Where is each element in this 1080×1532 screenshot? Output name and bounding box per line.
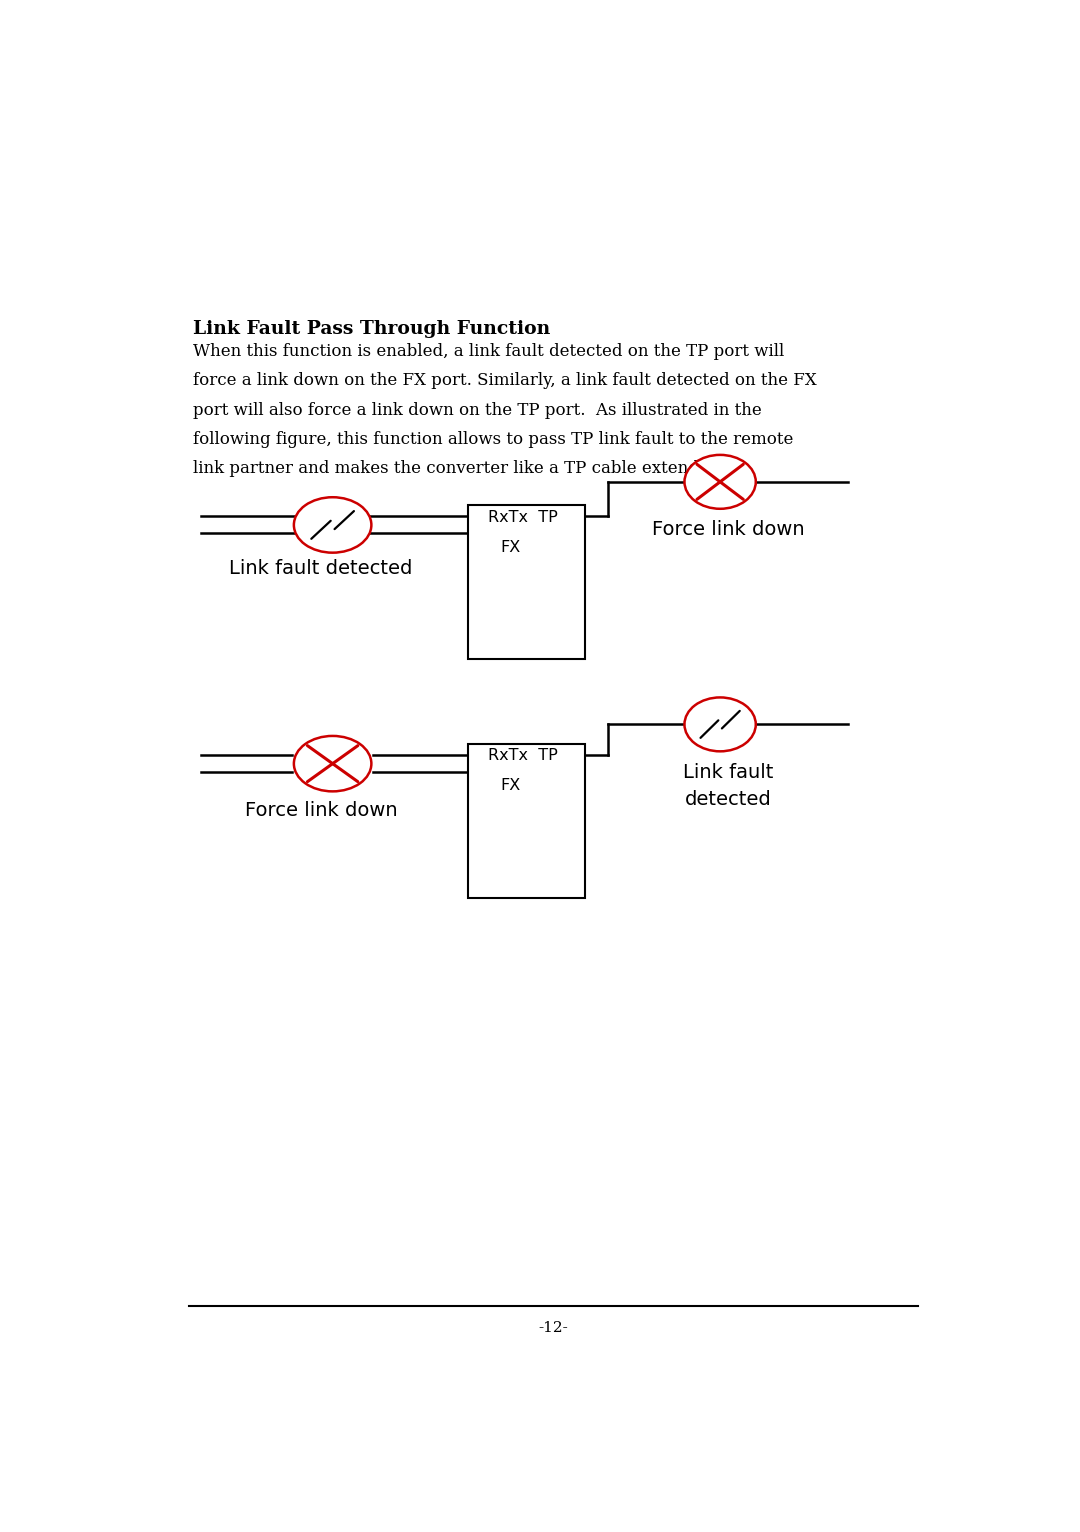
- Bar: [469, 743, 584, 898]
- Text: detected: detected: [685, 791, 771, 809]
- Text: force a link down on the FX port. Similarly, a link fault detected on the FX: force a link down on the FX port. Simila…: [193, 372, 816, 389]
- Text: FX: FX: [501, 778, 521, 794]
- Ellipse shape: [685, 697, 756, 751]
- Text: Link Fault Pass Through Function: Link Fault Pass Through Function: [193, 320, 551, 339]
- Text: RxTx  TP: RxTx TP: [488, 510, 557, 524]
- Text: When this function is enabled, a link fault detected on the TP port will: When this function is enabled, a link fa…: [193, 343, 784, 360]
- Text: RxTx  TP: RxTx TP: [488, 748, 557, 763]
- Bar: [469, 506, 584, 659]
- Ellipse shape: [685, 455, 756, 509]
- Ellipse shape: [294, 735, 372, 792]
- Text: Force link down: Force link down: [651, 521, 805, 539]
- Text: port will also force a link down on the TP port.  As illustrated in the: port will also force a link down on the …: [193, 401, 761, 418]
- Text: following figure, this function allows to pass TP link fault to the remote: following figure, this function allows t…: [193, 430, 794, 447]
- Text: FX: FX: [501, 539, 521, 555]
- Text: -12-: -12-: [539, 1321, 568, 1334]
- Text: Link fault: Link fault: [683, 763, 773, 781]
- Text: Link fault detected: Link fault detected: [229, 559, 413, 578]
- Text: link partner and makes the converter like a TP cable extender.: link partner and makes the converter lik…: [193, 460, 720, 478]
- Ellipse shape: [294, 498, 372, 553]
- Text: Force link down: Force link down: [245, 801, 397, 820]
